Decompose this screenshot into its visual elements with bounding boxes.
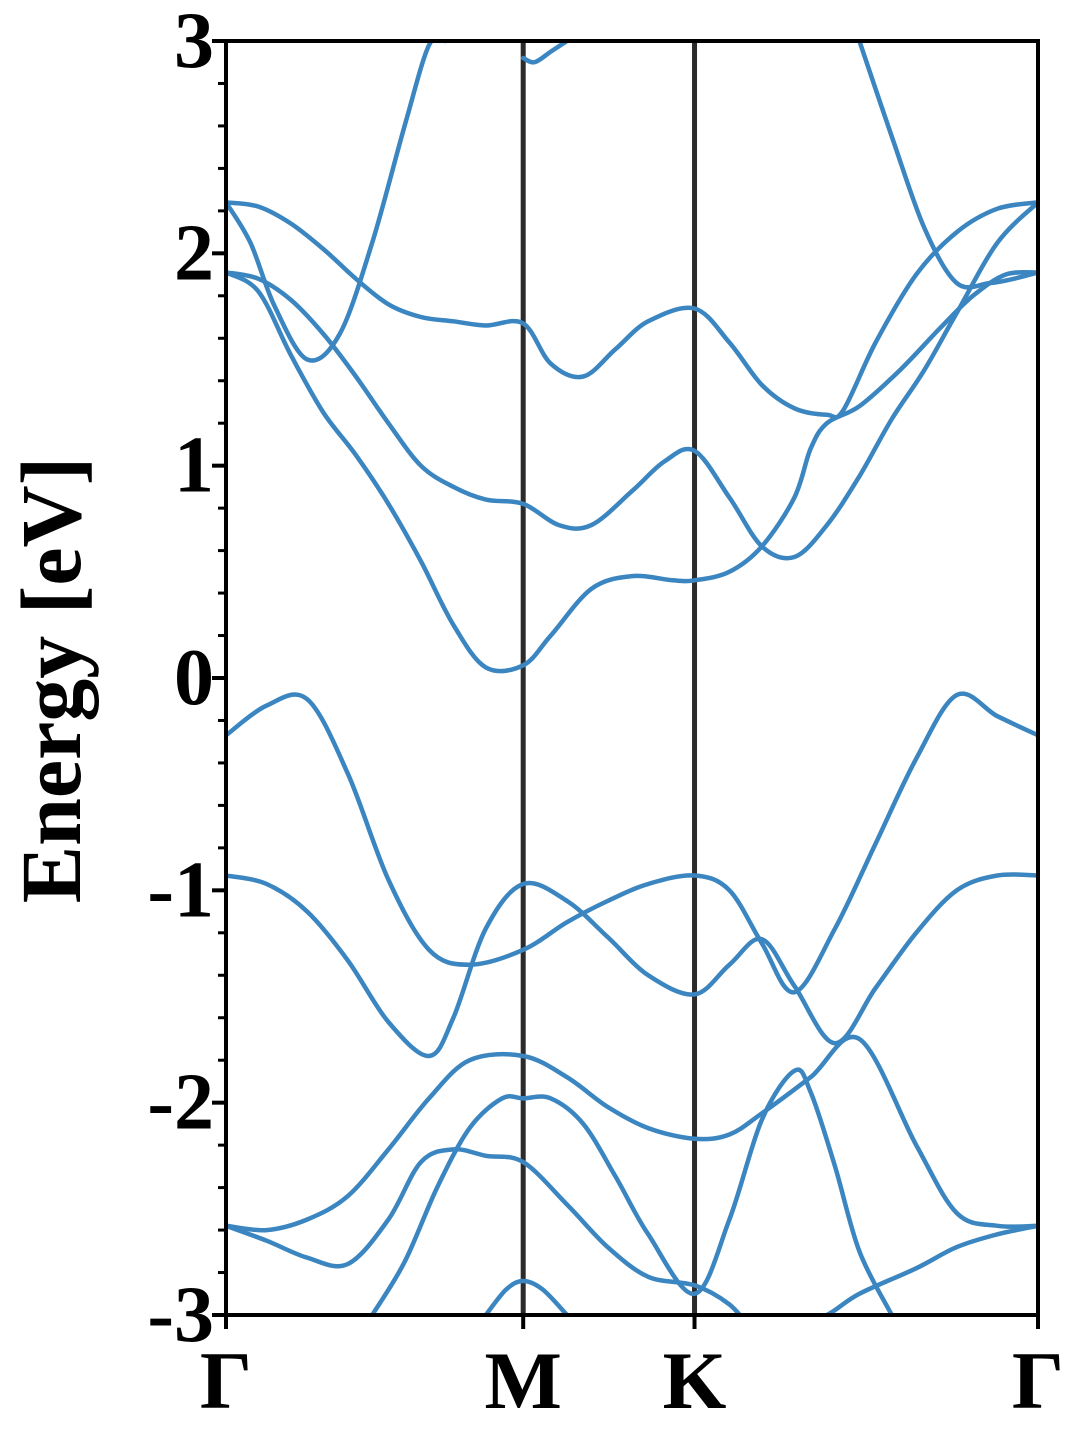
y-tick-label: 1 (174, 422, 214, 510)
band-line-2 (226, 1034, 1038, 1233)
y-tick-label: 0 (174, 634, 214, 722)
band-line-1 (226, 872, 1038, 1059)
plot-frame (224, 39, 1040, 1317)
band-line-3 (226, 1147, 1038, 1315)
band-line-5 (483, 1278, 570, 1315)
band-line-7 (226, 200, 1038, 561)
band-line-4 (369, 1067, 895, 1315)
band-line-6 (226, 269, 1038, 674)
band-line-0 (226, 691, 1038, 995)
x-tick-label: M (484, 1335, 561, 1426)
y-tick-label: 3 (174, 0, 214, 85)
band-line-11 (857, 41, 1038, 290)
y-axis-label: Energy [eV] (3, 457, 99, 904)
band-line-8 (226, 200, 1038, 420)
x-tick-label: Γ (1012, 1335, 1064, 1426)
high-symmetry-lines (520, 41, 698, 1315)
y-tick-label: -2 (147, 1059, 214, 1147)
y-axis-ticks: 3 2 1 0 -1 -2 -3 (147, 0, 226, 1359)
band-lines (226, 41, 1038, 1315)
y-tick-label: -1 (147, 846, 214, 934)
x-tick-label: K (663, 1335, 727, 1426)
y-tick-label: 2 (174, 209, 214, 297)
band-line-10 (520, 41, 570, 65)
y-tick-label: -3 (147, 1271, 214, 1359)
band-line-9 (226, 41, 448, 363)
x-tick-label: Γ (200, 1335, 252, 1426)
